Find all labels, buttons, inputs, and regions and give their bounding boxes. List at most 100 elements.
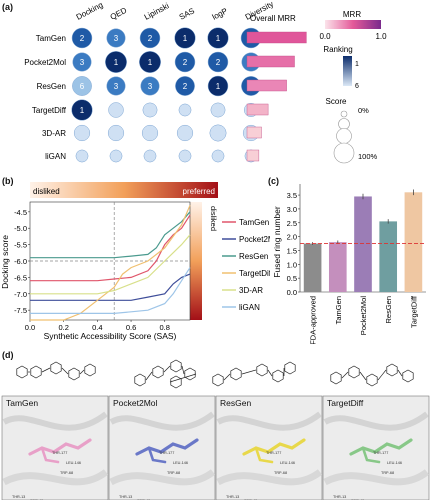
panel-c-label: (c)	[268, 176, 279, 186]
score-bubble	[71, 99, 93, 121]
molecule-structure-1	[16, 361, 96, 381]
residue-label: LEU-146	[387, 461, 402, 465]
ligand-pose	[361, 446, 381, 464]
series-line-resgen	[30, 211, 191, 259]
molecule-bond	[41, 367, 51, 373]
molecule-ring	[30, 365, 42, 379]
protein-ribbon	[2, 411, 108, 431]
molecule-ring	[402, 369, 414, 383]
molecule-bond	[79, 369, 85, 375]
molecule-structure-3	[212, 361, 296, 387]
docking-panel-targetdiff: THR-177LEU-146TRP-68THR-13SER-42GLY-43AL…	[322, 395, 430, 500]
bar-category-label: TamGen	[334, 296, 343, 324]
panel-a-label: (a)	[2, 2, 13, 12]
rank-label: 3	[80, 58, 85, 67]
ligand-pose	[135, 438, 199, 456]
ligand-pose	[40, 446, 60, 464]
molecule-bond	[163, 365, 171, 373]
series-line-tamgen	[30, 214, 191, 282]
score-bubble	[143, 149, 157, 163]
bar-y-tick-label: 0.5	[287, 274, 297, 283]
bar-resgen	[379, 221, 398, 292]
molecule-ring	[170, 359, 182, 373]
mrr-colorbar	[325, 20, 381, 29]
ligand-pose	[242, 438, 306, 456]
docking-panel-frame	[108, 395, 216, 500]
molecule-ring	[284, 361, 296, 375]
docking-panel-resgen: THR-177LEU-146TRP-68THR-13SER-42GLY-43AL…	[215, 395, 323, 500]
docking-panel-tamgen: THR-177LEU-146TRP-68THR-13SER-42GLY-43AL…	[1, 395, 109, 500]
bar-category-label: TargetDiff	[409, 295, 418, 328]
score-bubble	[175, 76, 195, 96]
residue-label: THR-177	[373, 451, 388, 455]
residue-label: LEU-146	[173, 461, 188, 465]
model-label: 3D-AR	[42, 129, 66, 138]
metric-header-docking: Docking	[75, 0, 105, 22]
y-tick-label: -5.0	[14, 224, 27, 233]
bar-pocket2mol	[354, 196, 372, 292]
residue-label: TRP-68	[381, 471, 394, 475]
molecule-ring	[184, 367, 196, 381]
residue-label: THR-13	[12, 495, 25, 499]
bar-chart-ylabel: Fused ring number	[272, 206, 282, 278]
mrr-bar	[246, 126, 262, 139]
score-legend-small	[340, 110, 348, 118]
score-bubble	[106, 28, 126, 48]
score-legend-large	[333, 142, 355, 164]
score-bubble	[72, 52, 92, 72]
score-bubble	[176, 124, 194, 142]
docking-panel-title: TamGen	[6, 398, 38, 408]
model-label: TamGen	[36, 34, 66, 43]
bar-fda-approved	[303, 243, 322, 292]
score-legend-high: 100%	[358, 152, 378, 161]
side-preference-band	[190, 202, 202, 320]
model-label: TargetDiff	[32, 106, 67, 115]
molecule-ring	[84, 363, 96, 377]
protein-ribbon	[323, 411, 429, 431]
residue-label: TRP-68	[60, 471, 73, 475]
score-bubble	[207, 75, 229, 97]
mrr-legend-title: MRR	[343, 10, 361, 19]
bar-targetdiff	[404, 192, 423, 292]
panel-d-docking-poses: THR-177LEU-146TRP-68THR-13SER-42GLY-43AL…	[1, 359, 430, 500]
legend-label: liGAN	[239, 303, 260, 312]
score-legend-mid2	[336, 128, 352, 144]
bar-y-tick-label: 3.5	[287, 191, 297, 200]
rank-label: 2	[216, 58, 221, 67]
y-tick-label: -7.5	[14, 306, 27, 315]
docking-panel-title: Pocket2Mol	[113, 398, 158, 408]
bar-category-label: ResGen	[384, 296, 393, 324]
score-bubble	[106, 76, 126, 96]
rank-label: 3	[114, 82, 119, 91]
score-bubble	[211, 149, 225, 163]
molecule-bond	[267, 369, 273, 377]
residue-label: THR-177	[266, 451, 281, 455]
legend-label: ResGen	[239, 252, 268, 261]
mrr-bar	[246, 55, 295, 68]
protein-ribbon	[109, 469, 216, 486]
docking-panel-frame	[215, 395, 323, 500]
score-bubble	[141, 124, 159, 142]
residue-label: TRP-68	[167, 471, 180, 475]
top-preference-band	[30, 182, 218, 198]
mrr-bar	[246, 31, 307, 44]
ranking-colorbar	[343, 56, 352, 86]
x-tick-label: 0.2	[58, 323, 68, 332]
molecule-ring	[152, 365, 164, 379]
molecule-bond	[181, 365, 185, 375]
score-bubble	[139, 51, 161, 73]
side-band-top-label: disliked	[209, 206, 218, 231]
legend-label: TargetDiff	[239, 269, 270, 278]
rank-label: 1	[80, 106, 85, 115]
bar-y-tick-label: 2.5	[287, 219, 297, 228]
model-label: ResGen	[37, 82, 66, 91]
ligand-pose	[28, 438, 92, 456]
molecule-bond	[223, 373, 231, 381]
score-bubble	[207, 27, 229, 49]
series-line-3d-ar	[30, 234, 191, 295]
molecule-ring	[256, 363, 268, 377]
x-tick-label: 0.6	[126, 323, 136, 332]
protein-ribbon	[2, 469, 109, 486]
series-line-pocket2mol	[30, 273, 191, 301]
residue-label: TRP-68	[274, 471, 287, 475]
